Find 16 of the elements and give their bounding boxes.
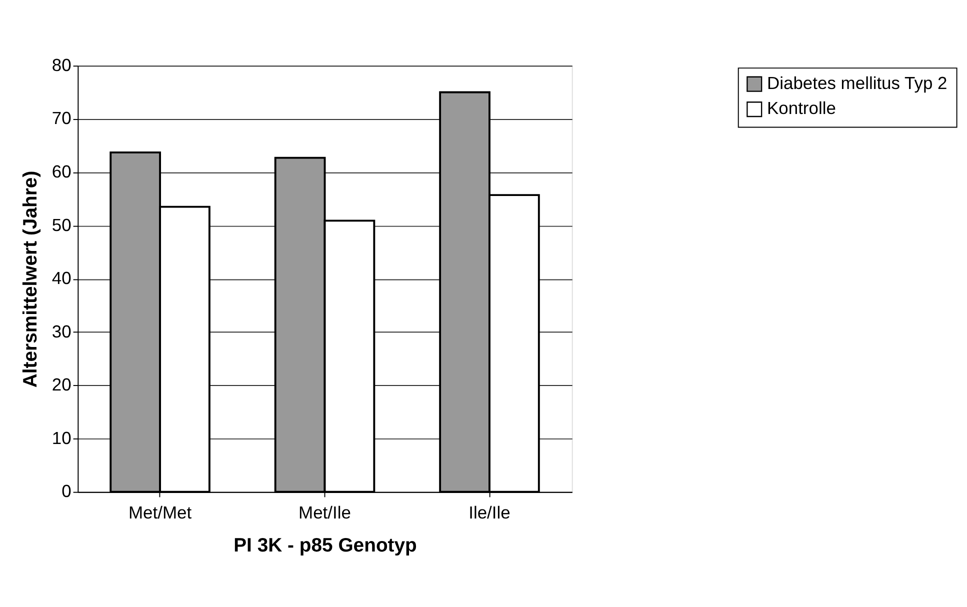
legend-label: Diabetes mellitus Typ 2 [767,72,948,93]
y-tick-label: 30 [52,321,72,342]
y-tick-label: 80 [52,54,72,75]
y-tick-label: 60 [52,162,72,182]
y-tick-label: 20 [52,374,72,395]
y-tick-label: 50 [52,214,72,235]
y-tick-label: 40 [52,268,72,288]
y-tick-label: 0 [62,481,72,502]
legend-label: Kontrolle [767,98,836,118]
x-axis-title: PI 3K - p85 Genotyp [234,534,418,557]
x-tick-label: Ile/Ile [468,502,510,523]
y-axis-title: Altersmittelwert (Jahre) [19,170,42,388]
x-tick-label: Met/Ile [298,502,351,523]
y-tick-label: 10 [52,428,72,448]
y-tick-label: 70 [52,108,72,128]
x-tick-label: Met/Met [128,502,192,523]
